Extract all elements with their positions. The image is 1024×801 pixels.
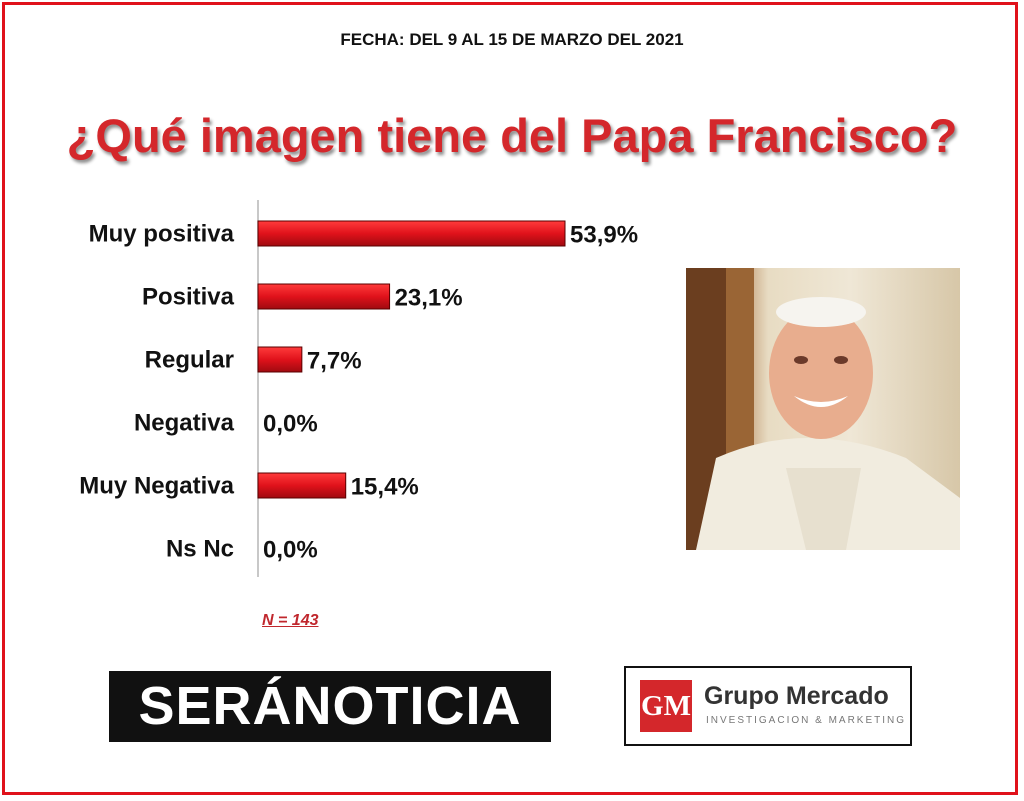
- value-label: 53,9%: [570, 222, 638, 249]
- bar: [257, 472, 347, 499]
- bar: [257, 220, 566, 247]
- value-label: 0,0%: [263, 537, 318, 564]
- grupo-mercado-logo: GM Grupo Mercado INVESTIGACION & MARKETI…: [624, 666, 912, 746]
- sample-size: N = 143: [262, 612, 319, 629]
- value-label: 23,1%: [395, 285, 463, 312]
- grupo-mercado-name: Grupo Mercado: [704, 682, 889, 710]
- seranoticia-logo: SERÁNOTICIA: [109, 671, 551, 742]
- category-label: Ns Nc: [166, 536, 234, 563]
- bar: [257, 346, 303, 373]
- category-label: Regular: [145, 347, 234, 374]
- category-label: Muy Negativa: [79, 473, 234, 500]
- pope-francis-photo: [686, 268, 960, 550]
- value-label: 15,4%: [351, 474, 419, 501]
- bar-chart: Muy positiva 53,9% Positiva 23,1% Regular 7,7…: [79, 200, 638, 577]
- value-label: 0,0%: [263, 411, 318, 438]
- category-label: Negativa: [134, 410, 235, 437]
- survey-date: FECHA: DEL 9 AL 15 DE MARZO DEL 2021: [340, 30, 684, 49]
- category-label: Positiva: [142, 284, 235, 311]
- gm-badge-icon: GM: [640, 680, 692, 732]
- value-label: 7,7%: [307, 348, 362, 375]
- chart-title: ¿Qué imagen tiene del Papa Francisco?: [66, 109, 958, 162]
- category-label: Muy positiva: [89, 221, 235, 248]
- grupo-mercado-tagline: INVESTIGACION & MARKETING: [706, 715, 907, 726]
- bar: [257, 283, 391, 310]
